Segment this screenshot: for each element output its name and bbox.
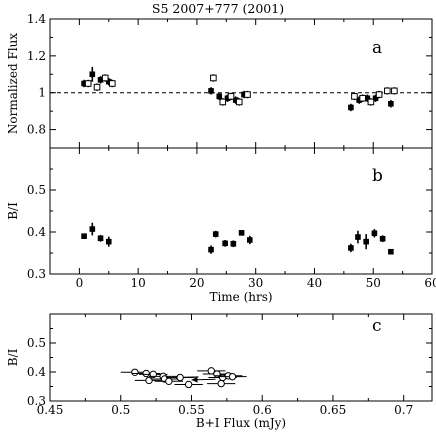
data-point-open-circle bbox=[228, 372, 237, 381]
data-point-filled-square bbox=[363, 238, 369, 245]
panel-c: 0.45 0.5 0.55 0.6 0.65 0.7 0.3 0.4 0.5 B/I B+I Flu… bbox=[6, 313, 433, 430]
data-point-open-square bbox=[101, 74, 109, 82]
data-point-filled-square bbox=[348, 104, 354, 111]
data-point-filled-square bbox=[241, 91, 247, 98]
data-point-open-square bbox=[227, 93, 235, 100]
x-tick-label: 60 bbox=[424, 276, 436, 290]
x-tick-label: 50 bbox=[366, 276, 381, 290]
data-point-open-square bbox=[108, 80, 116, 87]
data-point-open-square bbox=[351, 93, 358, 100]
data-point-filled-square bbox=[208, 246, 214, 253]
figure-title: S5 2007+777 (2001) bbox=[152, 1, 284, 16]
data-point-filled-square bbox=[379, 235, 386, 242]
x-tick-label: 0 bbox=[76, 276, 84, 290]
data-point-open-circle bbox=[131, 368, 139, 376]
y-tick-label: 0.3 bbox=[27, 394, 46, 408]
y-tick-label: 1 bbox=[38, 86, 46, 100]
x-tick-label: 0.6 bbox=[253, 403, 272, 417]
data-point-open-square bbox=[359, 94, 366, 102]
data-point-filled-square bbox=[89, 226, 96, 232]
panel-a: 0.8 1 1.2 1.4 Normalized Flux a bbox=[6, 12, 433, 149]
data-point-filled-square bbox=[97, 235, 104, 242]
panel-b: 0 10 20 30 40 50 60 0.3 0.4 0.5 B/I Time (hrs) b bbox=[6, 147, 436, 304]
x-tick-label: 20 bbox=[189, 276, 204, 290]
panel-letter: c bbox=[372, 316, 382, 336]
y-tick-label: 0.3 bbox=[27, 267, 46, 281]
data-point-filled-square bbox=[348, 245, 354, 251]
data-point-filled-square bbox=[372, 95, 379, 102]
data-point-open-square bbox=[219, 98, 227, 106]
data-point-open-circle bbox=[184, 380, 193, 389]
x-axis-title: B+I Flux (mJy) bbox=[196, 416, 286, 430]
panel-letter: b bbox=[372, 166, 383, 186]
data-point-open-square bbox=[391, 87, 398, 95]
data-point-filled-square bbox=[371, 230, 378, 237]
data-point-open-circle bbox=[142, 369, 150, 378]
data-point-open-circle bbox=[217, 379, 225, 388]
data-point-open-circle bbox=[145, 376, 153, 385]
data-point-filled-square bbox=[216, 93, 223, 100]
y-tick-label: 1.2 bbox=[27, 49, 46, 63]
x-tick-label: 30 bbox=[248, 276, 263, 290]
y-axis-title: Normalized Flux bbox=[6, 33, 20, 134]
data-point-open-circle bbox=[176, 373, 184, 382]
data-point-filled-square bbox=[388, 248, 394, 255]
x-tick-label: 0.5 bbox=[111, 403, 130, 417]
x-tick-label: 0.45 bbox=[37, 403, 64, 417]
data-point-open-square bbox=[210, 74, 217, 82]
data-point-open-square bbox=[384, 87, 391, 95]
panel-letter: a bbox=[372, 38, 382, 58]
data-point-filled-square bbox=[81, 233, 87, 239]
y-axis-title: B/I bbox=[6, 202, 20, 220]
data-point-open-square bbox=[93, 83, 101, 91]
y-tick-label: 0.5 bbox=[27, 183, 46, 197]
data-point-open-square bbox=[235, 98, 243, 106]
data-point-open-square bbox=[84, 80, 92, 87]
data-point-filled-square bbox=[208, 88, 214, 94]
data-point-filled-square bbox=[247, 237, 253, 243]
data-point-filled-square bbox=[388, 100, 394, 107]
data-point-filled-square bbox=[356, 97, 362, 103]
y-tick-label: 0.4 bbox=[27, 225, 46, 239]
y-axis-title: B/I bbox=[6, 348, 20, 366]
data-point-filled-square bbox=[232, 97, 239, 103]
data-point-filled-square bbox=[212, 231, 219, 237]
data-point-filled-square bbox=[105, 238, 112, 245]
x-tick-label: 0.55 bbox=[178, 403, 205, 417]
y-tick-label: 0.8 bbox=[27, 123, 46, 137]
data-point-filled-square bbox=[355, 234, 361, 240]
y-tick-label: 0.4 bbox=[27, 365, 46, 379]
data-point-filled-square bbox=[364, 95, 371, 102]
x-tick-label: 0.7 bbox=[394, 403, 413, 417]
y-tick-label: 1.4 bbox=[27, 12, 46, 26]
data-point-filled-square bbox=[230, 240, 237, 247]
y-tick-label: 0.5 bbox=[27, 336, 46, 350]
data-point-open-square bbox=[367, 98, 375, 106]
x-tick-label: 40 bbox=[307, 276, 322, 290]
x-tick-label: 10 bbox=[131, 276, 146, 290]
data-point-open-circle bbox=[165, 377, 173, 385]
x-tick-label: 0.65 bbox=[320, 403, 347, 417]
data-point-filled-square bbox=[224, 95, 231, 102]
x-axis-title: Time (hrs) bbox=[209, 290, 272, 304]
data-point-filled-square bbox=[81, 80, 87, 87]
data-point-filled-square bbox=[89, 71, 96, 78]
data-point-open-square bbox=[244, 91, 251, 98]
data-point-open-square bbox=[375, 91, 383, 98]
data-point-filled-square bbox=[105, 78, 112, 85]
data-point-filled-square bbox=[222, 240, 228, 247]
data-point-filled-square bbox=[97, 77, 104, 83]
data-point-filled-square bbox=[238, 230, 245, 236]
trend-arrow-head bbox=[191, 376, 198, 383]
